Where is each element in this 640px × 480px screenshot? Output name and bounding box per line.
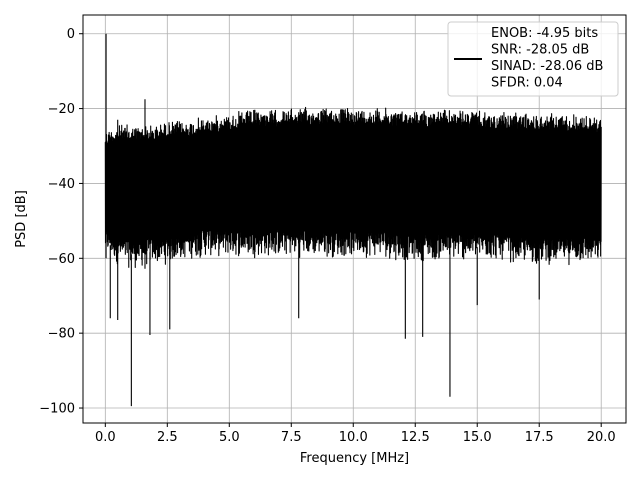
legend-sinad: SINAD: -28.06 dB: [491, 59, 603, 74]
y-tick-label: −40: [48, 177, 75, 192]
legend-enob: ENOB: -4.95 bits: [491, 26, 598, 41]
x-axis-label: Frequency [MHz]: [300, 451, 409, 466]
y-tick-label: −20: [48, 102, 75, 117]
x-tick-label: 5.0: [219, 430, 240, 445]
x-tick-label: 17.5: [525, 430, 554, 445]
legend-snr: SNR: -28.05 dB: [491, 43, 589, 58]
legend-sfdr: SFDR: 0.04: [491, 76, 563, 91]
y-tick-label: −100: [39, 402, 75, 417]
x-tick-label: 0.0: [95, 430, 116, 445]
legend-box: [447, 21, 619, 97]
y-axis: 0 −20 −40 −60 −80 −100: [39, 27, 83, 417]
axes-frame: [82, 14, 627, 424]
x-tick-label: 15.0: [463, 430, 492, 445]
x-tick-label: 20.0: [587, 430, 616, 445]
psd-series-line: [104, 33, 602, 407]
x-tick-label: 7.5: [281, 430, 302, 445]
x-axis: 0.0 2.5 5.0 7.5 10.0 12.5 15.0 17.5 20.0: [95, 423, 616, 445]
y-tick-label: 0: [67, 27, 75, 42]
legend: ENOB: -4.95 bits SNR: -28.05 dB SINAD: -…: [447, 21, 619, 97]
y-tick-label: −60: [48, 252, 75, 267]
y-tick-label: −80: [48, 327, 75, 342]
y-axis-label: PSD [dB]: [14, 190, 29, 248]
plot-area: [104, 33, 602, 407]
x-tick-label: 10.0: [339, 430, 368, 445]
x-tick-label: 2.5: [157, 430, 178, 445]
x-tick-label: 12.5: [401, 430, 430, 445]
